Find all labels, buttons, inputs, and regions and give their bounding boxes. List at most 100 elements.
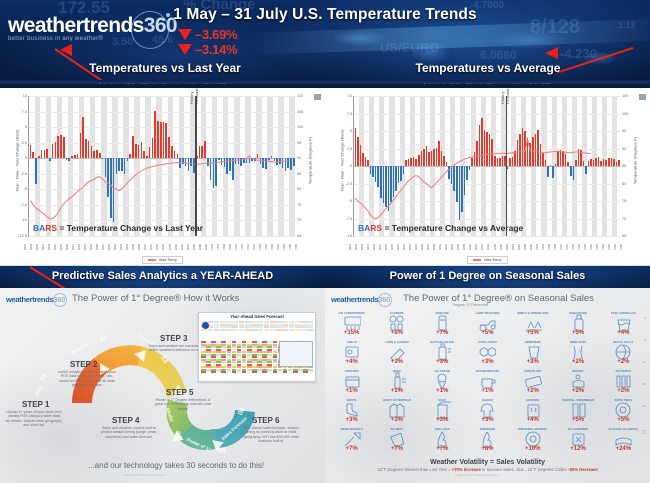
mockup-cell (276, 326, 282, 328)
category-cell[interactable]: SOUP +3% (420, 397, 465, 426)
category-cell[interactable]: AIR CONDITIONERS +15% (329, 310, 374, 339)
mockup-popup-window[interactable] (279, 341, 313, 367)
category-cell[interactable]: BOOTS +3% (329, 397, 374, 426)
category-icon-wrap (420, 315, 465, 331)
mockup-cell (211, 358, 216, 361)
chart-menu-icon[interactable] (314, 94, 321, 100)
chart-bar (529, 142, 532, 166)
legend-line-icon (473, 259, 482, 261)
category-cell[interactable]: THERMAL UNDERWEAR +5% (555, 397, 600, 426)
chart-temps-vs-average[interactable]: Year - Over - Year Change (Bars) Tempera… (325, 88, 650, 266)
category-cell[interactable]: INSECTICIDE +5% (555, 310, 600, 339)
category-cell[interactable]: LAWN TRACTORS +5% (465, 310, 510, 339)
chart-bar (46, 148, 48, 159)
chart-bar (425, 146, 428, 166)
category-icon-wrap (374, 431, 419, 448)
mockup-cell (288, 323, 295, 326)
category-label: ICE SCRAPERS (567, 428, 589, 431)
chart-bar (607, 157, 610, 166)
mockup-cell (221, 341, 227, 343)
chart-grid-band (200, 96, 207, 236)
chart-legend[interactable]: Max Temp (325, 255, 650, 265)
mockup-cell (211, 361, 216, 363)
mockup-header-grid (201, 321, 313, 339)
mockup-cell (221, 356, 227, 358)
mockup-cell (246, 361, 252, 363)
category-cell[interactable]: SWIM SUITS +2% (555, 339, 600, 368)
mockup-cell (236, 353, 242, 356)
category-cell[interactable]: ICE CREAM +1% (420, 368, 465, 397)
category-cell[interactable]: GRILLS +4% (329, 339, 374, 368)
category-cell[interactable]: PORTABLE HEATERS +10% (510, 426, 555, 455)
mockup-cell (226, 358, 232, 361)
chart-bar (455, 166, 458, 203)
step-body-2: wt360 analytical tool will merge your PO… (58, 370, 116, 388)
chart-temps-vs-last-year[interactable]: Year - Over - Year Change (Bars) Tempera… (0, 88, 325, 266)
category-cell[interactable]: FLOWERS +8% (374, 310, 419, 339)
mockup-cell (241, 353, 247, 356)
category-cell[interactable]: SNOW TIRES +5% (601, 397, 646, 426)
chart-grid-line (354, 131, 620, 132)
legend-item-max-temp[interactable]: Max Temp (142, 256, 183, 264)
cake-icon (572, 374, 585, 387)
chart-bar (126, 158, 129, 162)
category-cell[interactable]: FLEECE +3% (465, 397, 510, 426)
grill-icon (345, 346, 359, 357)
mockup-row (201, 366, 313, 368)
chart-bar (585, 166, 587, 174)
power-subhead-units: Degree / 1°Fahrenheit (453, 303, 489, 307)
chart-grid-band (278, 96, 284, 236)
category-cell[interactable]: POOL CHEMICALS +4% (601, 310, 646, 339)
chart-legend[interactable]: Max Temp (0, 255, 325, 265)
category-cell[interactable]: HEATERS +4% (510, 397, 555, 426)
mockup-cell (262, 368, 267, 371)
mockup-cell (226, 328, 232, 331)
category-cell[interactable]: SNOW SHOVELS +7% (329, 426, 374, 455)
category-cell[interactable]: COOLERS +1% (329, 368, 374, 397)
brand-logo[interactable]: weathertrends360 better business in any … (8, 11, 188, 50)
category-cell[interactable]: ELECTRIC BLANKETS +24% (601, 426, 646, 455)
mockup-cell (244, 321, 251, 323)
mockup-cell (262, 361, 267, 363)
category-cell[interactable]: BEER +1% (374, 368, 419, 397)
chart-zero-line (354, 166, 620, 167)
category-cell[interactable]: BATTERIES +2% (601, 368, 646, 397)
chart-bar (547, 166, 549, 178)
category-cell[interactable]: BOTTLED WATER +3% (420, 339, 465, 368)
category-cell[interactable]: ICE SCRAPERS +12% (555, 426, 600, 455)
chart-bar (486, 131, 488, 166)
mockup-cell (201, 341, 206, 343)
category-cell[interactable]: CHOCOLATE +2% (510, 368, 555, 397)
category-cell[interactable]: ICE MELT +7% (374, 426, 419, 455)
power-of-one-degree-panel: weathertrends360 The Power of 1° Degree®… (325, 288, 650, 483)
category-cell[interactable]: FIREWOOD +8% (465, 426, 510, 455)
delta-indicators: –3.69% –3.14% (178, 27, 238, 57)
mockup-cell (257, 348, 262, 351)
mockup-cell (241, 358, 247, 361)
category-cell[interactable]: LAWN & GARDEN +3% (374, 339, 419, 368)
mockup-cell (216, 351, 221, 353)
segment-number-05: 05 (218, 448, 226, 455)
category-cell[interactable]: SUNCARE +7% (420, 310, 465, 339)
category-cell[interactable]: INSECT & SPRINKLERS +5% (510, 310, 555, 339)
jacket-icon (389, 403, 405, 417)
chart-bar (481, 118, 483, 166)
chart-bar (243, 158, 245, 163)
category-cell[interactable]: SWIMWEAR +3% (510, 339, 555, 368)
year-ahead-forecast-mockup[interactable]: Year-Ahead Sales Forecast (198, 312, 316, 382)
chart-menu-icon[interactable] (639, 94, 646, 100)
category-cell[interactable]: BEACH BALLS +2% (601, 339, 646, 368)
mockup-cell (252, 358, 257, 361)
chart-x-tick: 7/30 (619, 243, 624, 251)
chart-y2-tick: 70 (622, 216, 627, 221)
category-label: FLOWERS (390, 312, 404, 315)
category-cell[interactable]: SUNGLASSES +3% (465, 339, 510, 368)
category-cell[interactable]: HOT BEVERAGES +1% (465, 368, 510, 397)
chart-bar (595, 158, 597, 166)
category-cell[interactable]: HEAVY OUTERWEAR +3% (374, 397, 419, 426)
category-cell[interactable]: BAKERY +2% (555, 368, 600, 397)
category-cell[interactable]: FIRE LOGS +7% (420, 426, 465, 455)
mockup-cell (303, 366, 308, 368)
legend-item-max-temp[interactable]: Max Temp (467, 256, 508, 264)
mockup-cell (226, 326, 232, 328)
